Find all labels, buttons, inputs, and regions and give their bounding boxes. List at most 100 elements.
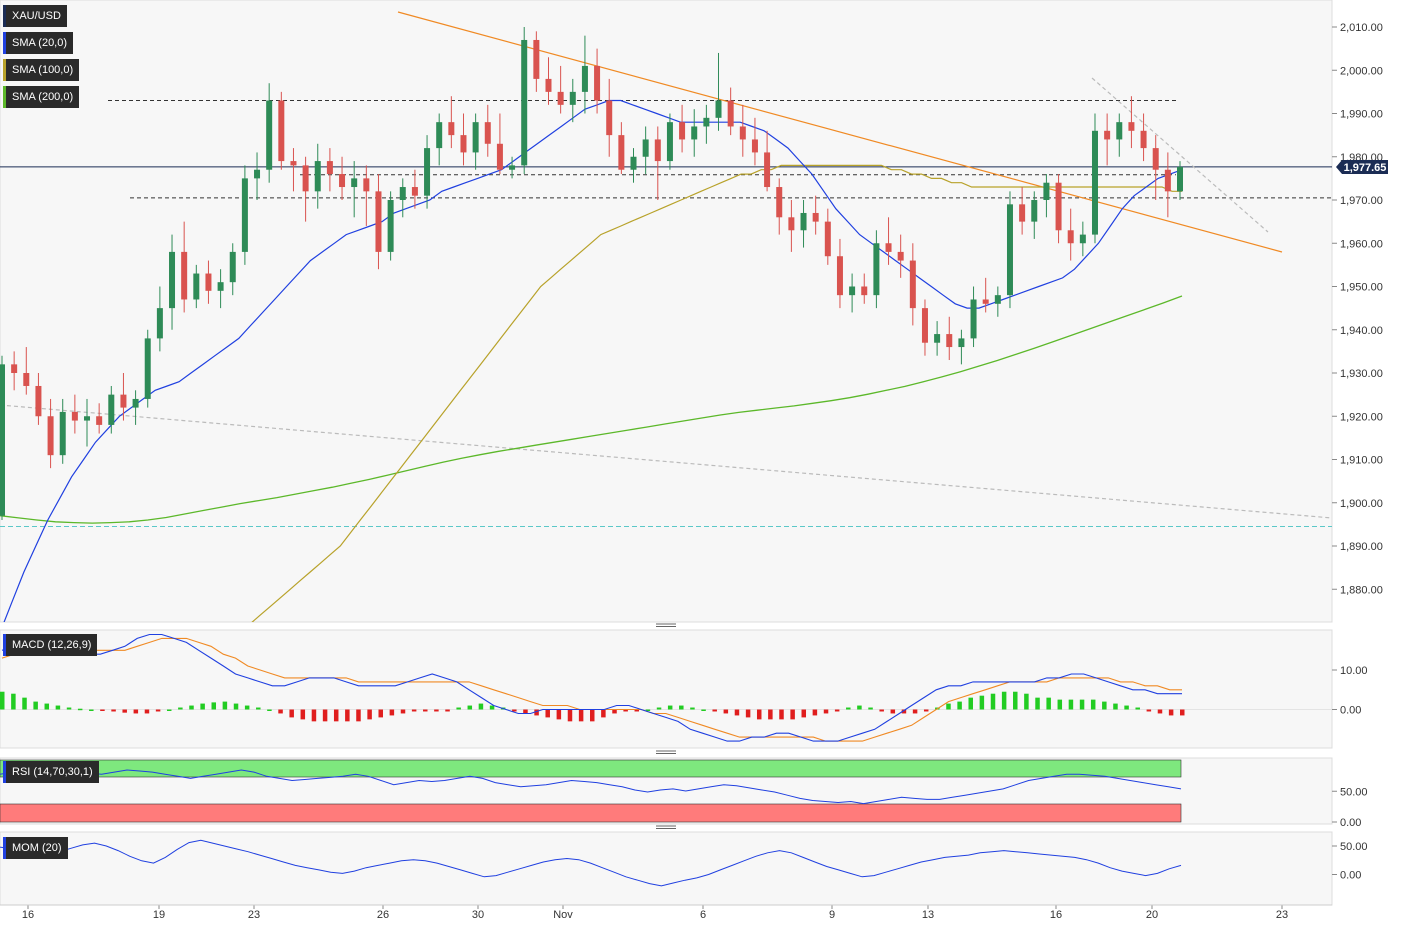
candle — [144, 329, 151, 408]
trendline — [0, 404, 1333, 519]
legend-swatch — [3, 761, 6, 783]
candle — [909, 243, 916, 326]
macd-histogram-bar — [44, 703, 50, 710]
candle — [314, 143, 321, 209]
y-tick-label: 1,890.00 — [1340, 541, 1383, 553]
candle — [1128, 96, 1135, 149]
macd-line — [1, 633, 1182, 742]
macd-histogram-bar — [656, 707, 662, 710]
legend-sma100[interactable]: SMA (100,0) — [3, 59, 80, 81]
candle — [96, 403, 103, 434]
candle — [108, 385, 115, 434]
x-tick-label: 13 — [922, 909, 934, 921]
legend-xauusd[interactable]: XAU/USD — [3, 5, 67, 27]
candle-body — [788, 217, 795, 231]
legend-sma20[interactable]: SMA (20,0) — [3, 32, 74, 54]
macd-histogram-bar — [968, 697, 973, 710]
candle — [436, 113, 443, 166]
macd-histogram-bar — [612, 709, 617, 714]
macd-histogram-bar — [890, 709, 896, 714]
candle-body — [1152, 148, 1159, 170]
macd-histogram-bar — [979, 695, 985, 710]
macd-histogram-bar — [690, 707, 695, 710]
macd-histogram-bar — [1157, 709, 1163, 714]
macd-histogram-bar — [100, 709, 105, 711]
legend-rsi[interactable]: RSI (14,70,30,1) — [3, 761, 99, 783]
candle — [339, 156, 346, 200]
candle-body — [800, 212, 807, 231]
legend-label: MACD (12,26,9) — [12, 639, 92, 651]
candle — [849, 273, 856, 313]
candle-body — [229, 251, 236, 283]
macd-histogram-bar — [790, 709, 795, 720]
panel-resize-handle[interactable] — [656, 825, 676, 829]
macd-histogram-bar — [144, 709, 150, 714]
candle — [618, 122, 625, 175]
candle — [594, 48, 601, 114]
candle — [739, 104, 746, 157]
candle-body — [994, 295, 1001, 304]
panel-resize-handle[interactable] — [656, 623, 676, 627]
y-tick-label: 1,880.00 — [1340, 584, 1383, 596]
macd-histogram-bar — [556, 709, 562, 720]
candle-body — [776, 187, 783, 218]
candle-body — [873, 243, 880, 296]
sma20-line — [3, 99, 1183, 622]
candle-body — [1079, 234, 1086, 244]
macd-histogram-bar — [356, 709, 361, 722]
y-tick-label: 1,990.00 — [1340, 109, 1383, 121]
candle-body — [970, 299, 977, 339]
candle-body — [436, 122, 443, 149]
macd-histogram-bar — [267, 709, 272, 711]
candle — [1043, 174, 1050, 218]
macd-histogram-bar — [55, 705, 61, 710]
candle — [351, 161, 358, 218]
macd-histogram-bar — [679, 705, 684, 710]
candle — [994, 286, 1001, 317]
candle — [229, 243, 236, 296]
macd-histogram-bar — [1024, 693, 1029, 710]
candle — [496, 113, 503, 175]
candle — [751, 117, 758, 166]
macd-histogram-bar — [667, 705, 673, 710]
legend-macd[interactable]: MACD (12,26,9) — [3, 634, 98, 656]
macd-histogram-bar — [545, 709, 550, 718]
candle-body — [411, 187, 418, 196]
legend-sma200[interactable]: SMA (200,0) — [3, 86, 80, 108]
candle — [363, 165, 370, 226]
legend-label: MOM (20) — [12, 842, 62, 854]
trendline — [397, 11, 1283, 253]
x-tick-label: 16 — [22, 909, 34, 921]
candle — [120, 373, 127, 421]
candle — [193, 264, 200, 309]
candle — [84, 398, 91, 447]
candle — [254, 152, 261, 200]
candle-body — [982, 299, 989, 304]
macd-histogram-bar — [244, 705, 250, 710]
y-tick-label: 0.00 — [1340, 817, 1361, 829]
legend-mom[interactable]: MOM (20) — [3, 837, 68, 859]
candle — [472, 113, 479, 170]
rsi-plot — [0, 759, 1182, 823]
macd-histogram-bar — [823, 709, 829, 714]
candle — [59, 398, 66, 464]
macd-histogram-bar — [367, 709, 372, 720]
legend-swatch — [3, 32, 6, 54]
candle — [460, 113, 467, 166]
rsi-oversold-band — [0, 803, 1182, 823]
x-tick-label: 6 — [700, 909, 706, 921]
macd-plot — [0, 633, 1332, 742]
candle-body — [921, 308, 928, 343]
candle-body — [1031, 200, 1038, 222]
macd-histogram-bar — [1124, 705, 1129, 710]
candle — [132, 390, 139, 425]
legend-swatch — [3, 837, 6, 859]
macd-histogram-bar — [300, 709, 306, 720]
y-tick-label: 2,000.00 — [1340, 65, 1383, 77]
candle-body — [1006, 204, 1013, 296]
candle — [703, 104, 710, 144]
candle — [776, 178, 783, 235]
candle-body — [71, 411, 78, 421]
candle-body — [0, 364, 5, 516]
panel-resize-handle[interactable] — [656, 750, 676, 754]
